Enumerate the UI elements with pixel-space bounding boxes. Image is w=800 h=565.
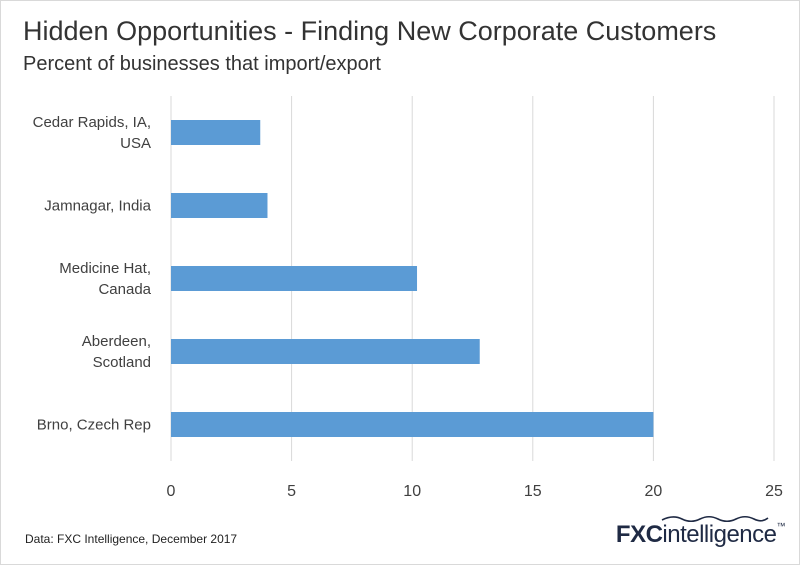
x-tick-label: 5 [287, 483, 296, 500]
logo-wave-icon [661, 515, 769, 523]
bar [171, 266, 418, 291]
x-tick-label: 25 [765, 483, 783, 500]
category-label: Medicine Hat, Canada [59, 260, 151, 298]
bar-chart: 0 5 10 15 20 25 Cedar Rapids, IA, USA Jamnagar, … [33, 96, 783, 500]
fxc-intelligence-logo: FXCintelligence™ [616, 515, 785, 549]
x-tick-label: 20 [645, 483, 663, 500]
x-tick-label: 0 [167, 483, 176, 500]
category-label: Jamnagar, India [44, 198, 151, 215]
bar [171, 412, 654, 437]
chart-subtitle: Percent of businesses that import/export [23, 53, 381, 75]
category-label: Brno, Czech Rep [37, 417, 151, 434]
bar [171, 120, 261, 145]
category-label: Aberdeen, Scotland [82, 333, 151, 371]
chart-title: Hidden Opportunities - Finding New Corpo… [23, 16, 717, 46]
bar [171, 193, 268, 218]
bar [171, 339, 480, 364]
x-tick-label: 15 [524, 483, 542, 500]
source-note: Data: FXC Intelligence, December 2017 [25, 532, 238, 546]
category-label: Cedar Rapids, IA, USA [33, 114, 151, 152]
x-tick-label: 10 [403, 483, 421, 500]
